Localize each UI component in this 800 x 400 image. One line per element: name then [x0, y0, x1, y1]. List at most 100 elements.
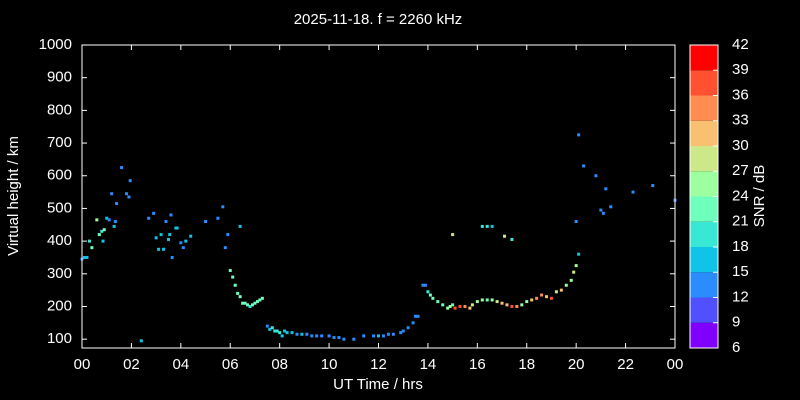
colorbar-bin [690, 272, 718, 298]
data-point [577, 133, 581, 137]
data-point [448, 304, 452, 308]
x-tick-label: 08 [271, 356, 288, 373]
data-point [238, 295, 242, 299]
colorbar-bin [690, 120, 718, 146]
colorbar-tick-label: 18 [732, 238, 749, 255]
data-point [110, 192, 114, 196]
data-point [320, 334, 324, 338]
data-point [265, 324, 269, 328]
colorbar-tick-label: 33 [732, 112, 749, 129]
data-point [377, 334, 380, 338]
data-point [453, 306, 457, 310]
data-point [362, 334, 366, 338]
chart-title: 2025-11-18. f = 2260 kHz [294, 11, 463, 28]
data-point [525, 300, 529, 304]
data-point [248, 304, 252, 308]
data-point [572, 270, 576, 274]
data-point [609, 205, 613, 209]
data-point [241, 301, 245, 305]
data-point [381, 334, 385, 338]
data-point [470, 303, 474, 307]
colorbar-tick-label: 42 [732, 36, 749, 53]
data-point [159, 233, 163, 237]
data-point [510, 304, 514, 308]
data-point [577, 252, 581, 256]
x-tick-label: 18 [518, 356, 535, 373]
data-point [181, 246, 185, 250]
data-point [520, 303, 524, 307]
data-point [258, 298, 262, 302]
data-point [594, 174, 598, 178]
data-point [315, 334, 319, 338]
data-point [651, 184, 655, 188]
x-tick-label: 22 [617, 356, 634, 373]
y-tick-label: 600 [47, 167, 72, 184]
data-point [414, 314, 418, 318]
data-point [90, 246, 94, 250]
data-point [97, 233, 101, 237]
data-point [260, 296, 264, 300]
data-point [85, 255, 89, 259]
data-point [490, 224, 494, 228]
data-point [441, 303, 445, 307]
data-point [337, 336, 341, 340]
data-point [290, 331, 294, 335]
data-point [236, 291, 240, 295]
data-point [406, 326, 410, 330]
colorbar-bin [690, 70, 718, 96]
x-tick-label: 16 [469, 356, 486, 373]
data-point [283, 329, 287, 333]
data-point [268, 327, 272, 331]
data-point [128, 179, 132, 183]
data-point [428, 293, 432, 297]
colorbar-tick-label: 27 [732, 162, 749, 179]
colorbar-tick-label: 12 [732, 288, 749, 305]
x-tick-label: 02 [123, 356, 140, 373]
data-point [485, 298, 489, 302]
data-point [184, 239, 188, 243]
data-point [411, 321, 415, 325]
data-point [446, 306, 450, 310]
data-point [540, 293, 544, 297]
data-point [480, 224, 484, 228]
data-point [515, 304, 519, 308]
data-point [559, 288, 563, 292]
data-point [238, 224, 242, 228]
y-tick-label: 700 [47, 134, 72, 151]
data-point [166, 237, 170, 241]
data-point [604, 187, 608, 191]
data-point [386, 332, 390, 336]
colorbar-tick-label: 21 [732, 213, 749, 230]
y-tick-label: 400 [47, 232, 72, 249]
data-point [246, 303, 250, 307]
data-point [401, 329, 405, 333]
data-point [204, 220, 208, 224]
data-point [243, 301, 247, 305]
x-tick-label: 04 [172, 356, 189, 373]
data-point [221, 205, 225, 209]
data-point [82, 255, 86, 259]
data-point [342, 337, 346, 341]
data-point [574, 264, 578, 268]
data-point [216, 216, 220, 220]
colorbar-bin [690, 221, 718, 247]
data-point [115, 202, 119, 206]
x-tick-label: 00 [74, 356, 91, 373]
colorbar-tick-label: 24 [732, 187, 749, 204]
data-point [157, 247, 161, 251]
data-point [458, 304, 462, 308]
data-point [154, 236, 158, 240]
colorbar-bin [690, 95, 718, 121]
data-point [545, 295, 549, 299]
data-point [295, 332, 299, 336]
data-point [463, 304, 467, 308]
x-tick-label: 06 [222, 356, 239, 373]
data-point [327, 334, 331, 338]
plot-area [80, 133, 677, 343]
colorbar-bin [690, 322, 718, 348]
data-point [480, 298, 484, 302]
x-axis-label: UT Time / hrs [333, 376, 423, 393]
